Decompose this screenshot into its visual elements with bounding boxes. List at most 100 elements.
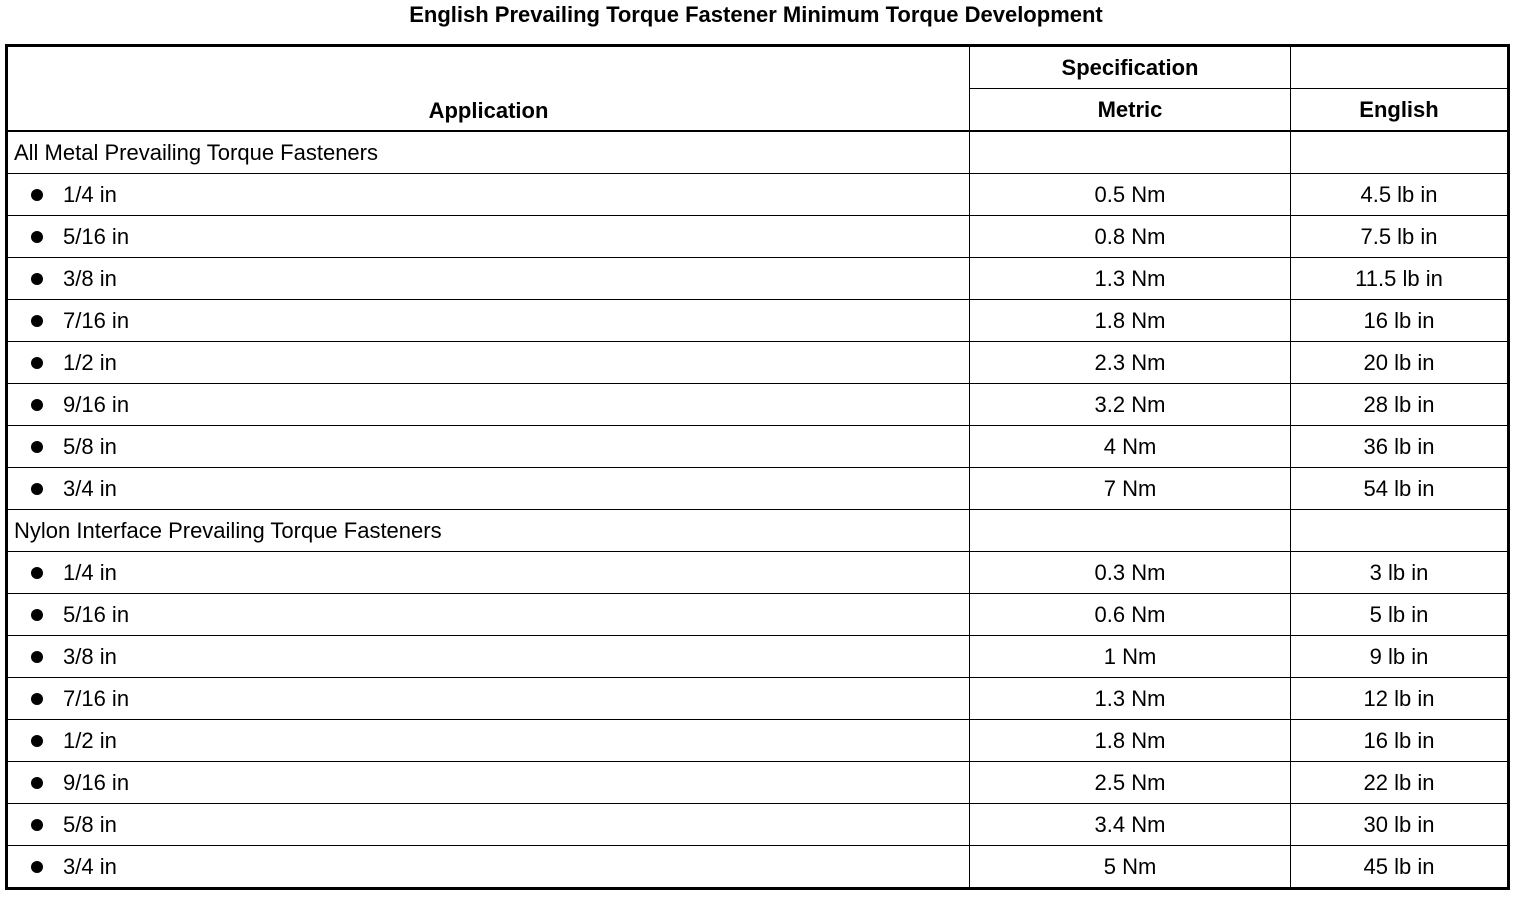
bullet-icon (31, 608, 43, 621)
metric-value-text: 3.4 Nm (1094, 811, 1166, 837)
metric-value: 4 Nm (969, 425, 1291, 468)
fastener-size: 5/16 in (6, 215, 970, 258)
table-row: 7/16 in 1.8 Nm 16 lb in (6, 299, 1509, 342)
bullet-icon (31, 650, 43, 663)
english-value-text: 20 lb in (1363, 349, 1435, 375)
english-value-text: 45 lb in (1363, 853, 1435, 879)
metric-value: 2.5 Nm (969, 761, 1291, 804)
english-value-text: 22 lb in (1363, 769, 1435, 795)
table-row: 1/2 in 2.3 Nm 20 lb in (6, 341, 1509, 384)
fastener-size-text: 7/16 in (63, 685, 130, 711)
metric-value: 1.3 Nm (969, 677, 1291, 720)
english-value-text: 5 lb in (1369, 601, 1429, 627)
fastener-size-text: 9/16 in (63, 769, 130, 795)
table-row: 3/8 in 1 Nm 9 lb in (6, 635, 1509, 678)
fastener-size: 5/8 in (6, 425, 970, 468)
empty-cell (969, 130, 1291, 174)
english-value-text: 4.5 lb in (1360, 181, 1438, 207)
group-label: Nylon Interface Prevailing Torque Fasten… (6, 509, 970, 552)
empty-cell (1290, 509, 1509, 552)
metric-value: 1.8 Nm (969, 299, 1291, 342)
metric-value: 0.8 Nm (969, 215, 1291, 258)
fastener-size-text: 3/4 in (63, 853, 117, 879)
bullet-icon (31, 860, 43, 873)
english-value: 3 lb in (1290, 551, 1509, 594)
english-value: 9 lb in (1290, 635, 1509, 678)
fastener-size-text: 9/16 in (63, 391, 130, 417)
fastener-size-text: 3/8 in (63, 265, 117, 291)
bullet-icon (31, 188, 43, 201)
english-value: 16 lb in (1290, 299, 1509, 342)
metric-value-text: 0.5 Nm (1094, 181, 1166, 207)
metric-value: 1.3 Nm (969, 257, 1291, 300)
table-row: 9/16 in 2.5 Nm 22 lb in (6, 761, 1509, 804)
metric-value-text: 1.8 Nm (1094, 727, 1166, 753)
fastener-size-text: 7/16 in (63, 307, 130, 333)
fastener-size-text: 1/2 in (63, 727, 117, 753)
metric-value: 1 Nm (969, 635, 1291, 678)
bullet-icon (31, 314, 43, 327)
english-value-text: 54 lb in (1363, 475, 1435, 501)
fastener-size: 7/16 in (6, 677, 970, 720)
fastener-size-text: 1/4 in (63, 181, 117, 207)
english-value: 11.5 lb in (1290, 257, 1509, 300)
bullet-icon (31, 692, 43, 705)
metric-value-text: 0.8 Nm (1094, 223, 1166, 249)
english-value: 45 lb in (1290, 845, 1509, 889)
table-row: 5/16 in 0.6 Nm 5 lb in (6, 593, 1509, 636)
english-value-text: 36 lb in (1363, 433, 1435, 459)
table-row: 9/16 in 3.2 Nm 28 lb in (6, 383, 1509, 426)
fastener-size: 7/16 in (6, 299, 970, 342)
table-body: All Metal Prevailing Torque Fasteners 1/4… (6, 130, 1509, 889)
english-value-text: 28 lb in (1363, 391, 1435, 417)
bullet-icon (31, 776, 43, 789)
metric-value: 7 Nm (969, 467, 1291, 510)
english-value: 5 lb in (1290, 593, 1509, 636)
metric-value-text: 1.3 Nm (1094, 265, 1166, 291)
metric-value: 5 Nm (969, 845, 1291, 889)
metric-value: 0.6 Nm (969, 593, 1291, 636)
english-value: 28 lb in (1290, 383, 1509, 426)
torque-table: Application Specification Metric English… (5, 44, 1510, 890)
metric-value: 0.5 Nm (969, 173, 1291, 216)
fastener-size: 3/8 in (6, 635, 970, 678)
english-value: 30 lb in (1290, 803, 1509, 846)
bullet-icon (31, 440, 43, 453)
metric-value-text: 0.3 Nm (1094, 559, 1166, 585)
english-value: 54 lb in (1290, 467, 1509, 510)
header-english: English (1290, 88, 1509, 132)
english-value: 22 lb in (1290, 761, 1509, 804)
english-value-text: 30 lb in (1363, 811, 1435, 837)
metric-value-text: 0.6 Nm (1094, 601, 1166, 627)
table-row: 5/8 in 3.4 Nm 30 lb in (6, 803, 1509, 846)
table-row: 5/8 in 4 Nm 36 lb in (6, 425, 1509, 468)
fastener-size-text: 5/8 in (63, 433, 117, 459)
metric-value-text: 1.8 Nm (1094, 307, 1166, 333)
table-row: 1/4 in 0.3 Nm 3 lb in (6, 551, 1509, 594)
header-empty (1290, 45, 1509, 89)
english-value: 7.5 lb in (1290, 215, 1509, 258)
group-label-text: Nylon Interface Prevailing Torque Fasten… (14, 517, 442, 543)
bullet-icon (31, 230, 43, 243)
fastener-size-text: 3/8 in (63, 643, 117, 669)
header-application: Application (6, 45, 970, 132)
empty-cell (969, 509, 1291, 552)
english-value-text: 12 lb in (1363, 685, 1435, 711)
english-value: 16 lb in (1290, 719, 1509, 762)
english-value: 20 lb in (1290, 341, 1509, 384)
metric-value-text: 5 Nm (1103, 853, 1157, 879)
group-label-text: All Metal Prevailing Torque Fasteners (14, 139, 378, 165)
english-value-text: 9 lb in (1369, 643, 1429, 669)
group-label: All Metal Prevailing Torque Fasteners (6, 130, 970, 174)
english-value-text: 3 lb in (1369, 559, 1429, 585)
table-row: 1/4 in 0.5 Nm 4.5 lb in (6, 173, 1509, 216)
metric-value-text: 7 Nm (1103, 475, 1157, 501)
fastener-size-text: 5/16 in (63, 223, 130, 249)
english-value-text: 16 lb in (1363, 307, 1435, 333)
bullet-icon (31, 272, 43, 285)
fastener-size: 1/2 in (6, 341, 970, 384)
fastener-size-text: 5/16 in (63, 601, 130, 627)
fastener-size: 5/16 in (6, 593, 970, 636)
metric-value-text: 1.3 Nm (1094, 685, 1166, 711)
metric-value-text: 1 Nm (1103, 643, 1157, 669)
